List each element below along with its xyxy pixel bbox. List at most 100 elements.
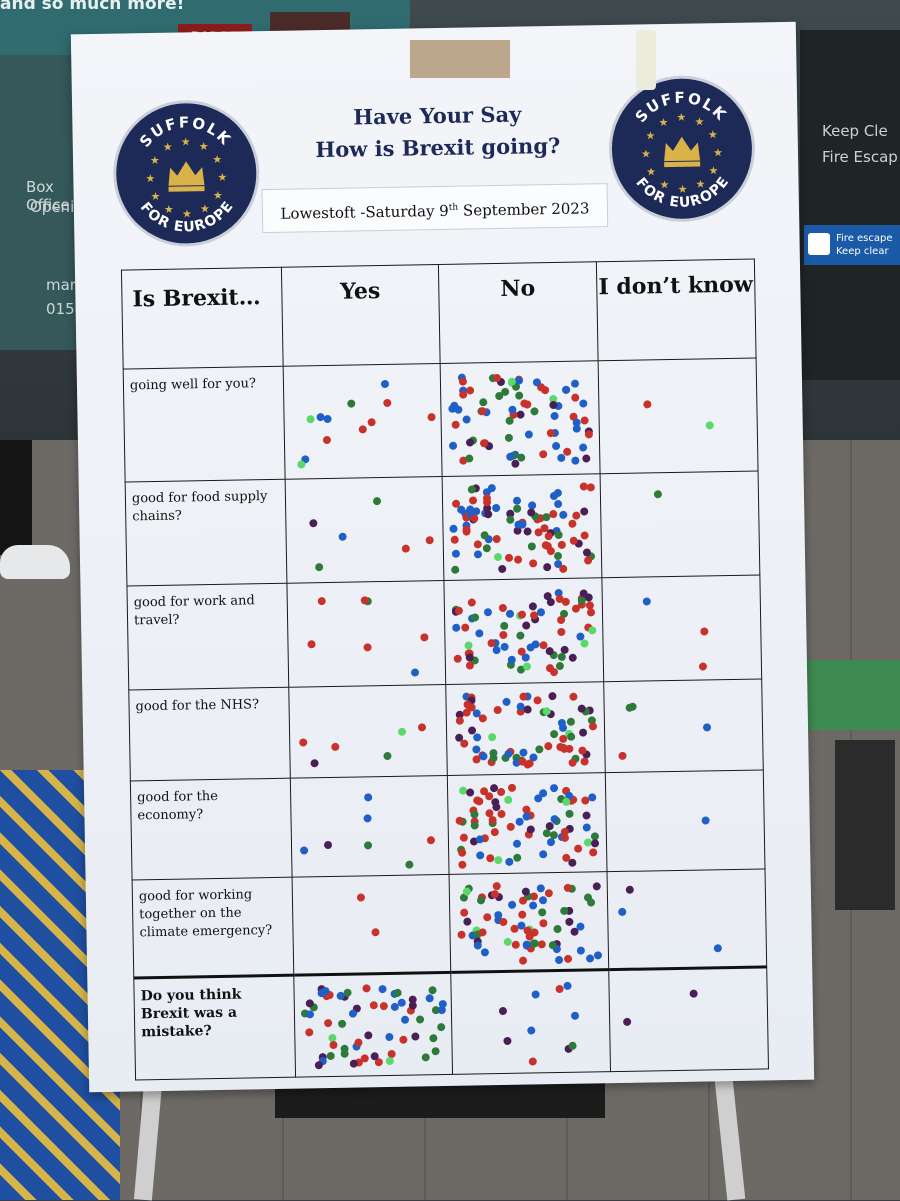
sticker-dot [402,544,411,553]
sticker-dot [566,717,575,726]
star-icon: ★ [181,135,191,148]
sticker-dot [496,788,505,797]
sticker-dot [462,887,471,896]
sticker-dot [511,941,520,950]
sticker-dot [700,627,709,636]
cell-yes [286,580,446,688]
sticker-dot [571,393,580,403]
sticker-dot [450,565,459,575]
sticker-dot [698,662,708,671]
cell-yes [288,684,448,779]
sticker-dot [458,860,467,869]
sticker-dot [363,793,373,802]
sticker-dot [643,597,652,606]
star-icon: ★ [200,202,210,215]
green-bench [790,660,900,730]
sticker-dot [458,377,467,386]
table-row: good for the NHS? [128,678,764,781]
sticker-dot [340,1049,349,1059]
date-rest: September 2023 [458,199,590,220]
sticker-dot [492,535,501,544]
sticker-dot [499,631,508,640]
sticker-dot [530,407,539,416]
sticker-dot [476,850,485,859]
cell-dont-know [608,966,769,1072]
crown-icon [664,136,701,168]
sticker-dot [385,1032,394,1041]
sticker-dot [457,930,466,939]
shop-slogan: and so much more! [0,0,185,14]
star-icon: ★ [676,111,686,124]
sticker-dot [397,728,407,737]
sticker-dot [486,854,495,863]
sticker-dot [578,728,587,737]
sticker-dot [526,643,535,652]
sticker-dot [504,433,514,442]
sticker-dot [561,833,570,842]
sticker-dot [515,391,524,400]
sticker-dot [482,497,491,507]
table-row: good for work and travel? [126,574,762,690]
sticker-dot [540,385,549,394]
location-date-label: Lowestoft -Saturday 9th September 2023 [261,183,609,234]
sticker-dot [478,928,487,937]
masking-tape [410,40,510,78]
sticker-dot [564,954,573,963]
sticker-dot [545,647,554,656]
sticker-dot [323,1018,332,1027]
sticker-dot [504,749,513,759]
cell-yes [289,775,450,878]
sticker-dot [299,846,308,855]
cell-dont-know [604,769,765,872]
sticker-dot [455,716,464,725]
star-icon: ★ [217,171,227,184]
sticker-dot [593,882,602,891]
sticker-dot [557,652,566,662]
star-icon: ★ [694,115,704,128]
star-icon: ★ [641,147,651,160]
sticker-dot [544,889,553,898]
fire-escape-icon [808,233,830,255]
star-icon: ★ [150,190,160,203]
cell-yes [291,874,451,976]
sticker-dot [516,632,525,641]
sticker-dot [713,944,723,953]
sticker-dot [701,816,710,825]
sticker-dot [415,1015,424,1024]
sticker-dot [523,527,532,536]
sticker-dot [589,848,598,857]
sticker-dot [526,507,535,517]
sticker-dot [467,485,476,494]
cell-dont-know [599,470,760,578]
sticker-dot [483,608,492,617]
star-ring-icon: ★★★★★★★★★ ★ ★★ [145,135,227,220]
sticker-dot [452,623,461,632]
sticker-dot [536,883,545,893]
sticker-dot [483,509,492,519]
sticker-dot [539,918,548,927]
sticker-dot [437,1006,446,1015]
sticker-dot [570,927,579,936]
sticker-dot [557,454,566,463]
sticker-dot [549,411,559,421]
sticker-dot [399,1035,408,1045]
header-dont-know: I don’t know [596,259,757,361]
sticker-dot [518,610,527,619]
sticker-dot [702,723,711,732]
sticker-dot [306,415,315,424]
sticker-dot [411,668,420,677]
sticker-dot [305,1028,314,1037]
sticker-dot [356,893,365,902]
cell-no [447,772,607,875]
sticker-dot [571,1011,580,1020]
sticker-dot [528,1056,537,1066]
sticker-dot [569,692,578,701]
sticker-dot [449,441,458,450]
sticker-dot [493,552,502,561]
sticker-dot [470,613,479,622]
sticker-dot [470,821,479,830]
sticker-dot [521,621,530,630]
sticker-dot [519,956,528,965]
cell-dont-know [601,574,762,682]
star-icon: ★ [645,129,655,142]
